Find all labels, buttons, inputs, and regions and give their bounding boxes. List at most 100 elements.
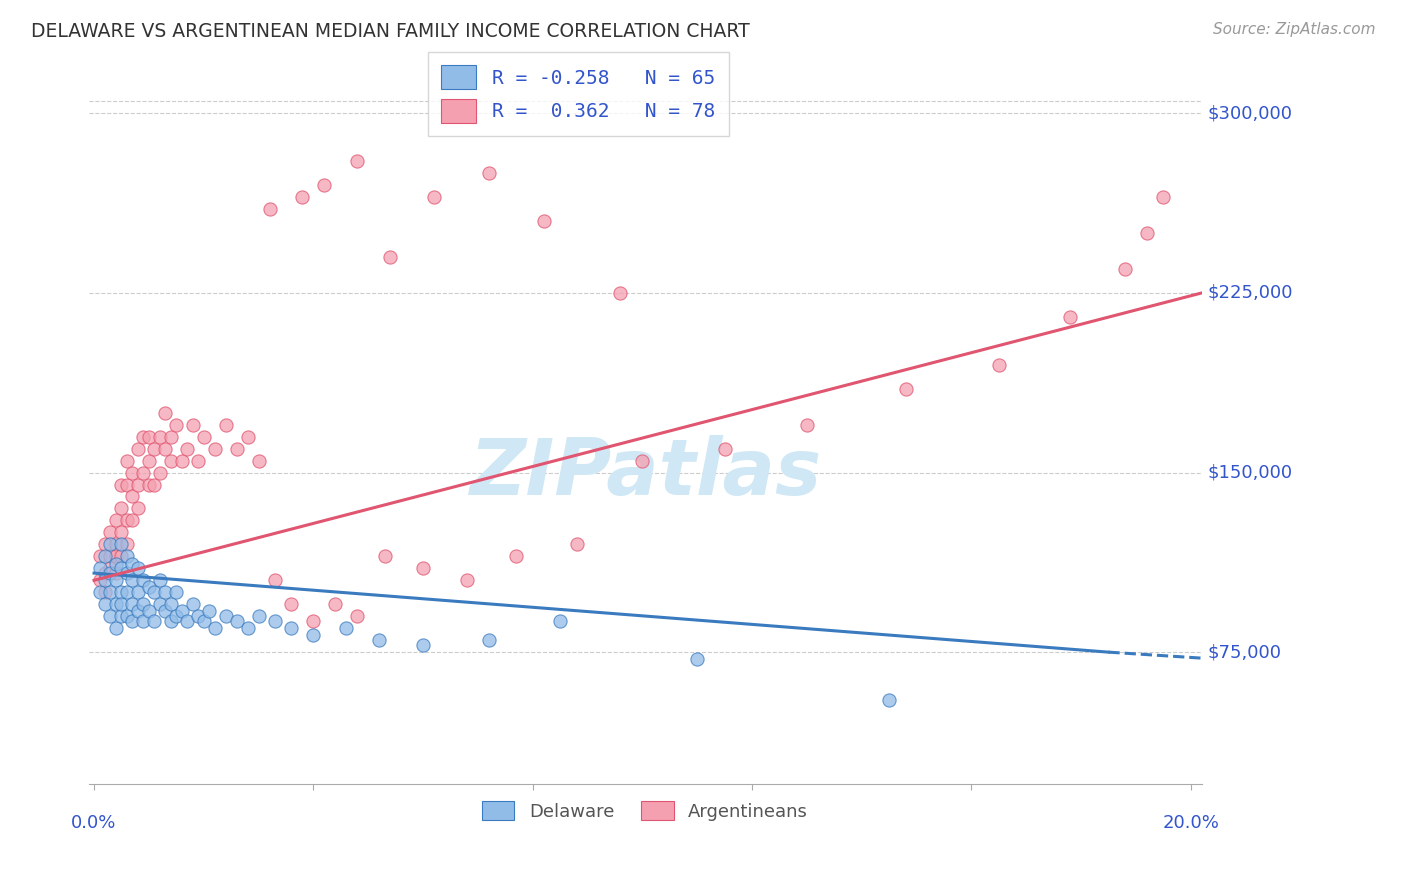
Point [94, 566, 117, 581]
Point [1152, 190, 1174, 204]
Point [94, 549, 117, 564]
Point [149, 466, 172, 480]
Point [110, 477, 132, 491]
Point [155, 585, 177, 599]
Point [127, 585, 149, 599]
Point [187, 453, 209, 467]
Point [121, 490, 143, 504]
Point [423, 190, 446, 204]
Point [110, 501, 132, 516]
Point [115, 477, 138, 491]
Point [374, 549, 396, 564]
Point [565, 537, 588, 551]
Point [89, 561, 111, 575]
Point [548, 614, 571, 628]
Text: DELAWARE VS ARGENTINEAN MEDIAN FAMILY INCOME CORRELATION CHART: DELAWARE VS ARGENTINEAN MEDIAN FAMILY IN… [31, 22, 749, 41]
Point [138, 604, 160, 618]
Point [138, 429, 160, 443]
Point [89, 574, 111, 588]
Point [159, 597, 181, 611]
Text: 0.0%: 0.0% [72, 814, 117, 832]
Point [121, 614, 143, 628]
Point [100, 585, 122, 599]
Point [796, 417, 818, 432]
Point [505, 549, 527, 564]
Point [159, 614, 181, 628]
Point [259, 202, 281, 216]
Point [115, 566, 138, 581]
Point [323, 597, 346, 611]
Point [143, 477, 166, 491]
Point [115, 537, 138, 551]
Point [478, 166, 501, 180]
Point [346, 154, 368, 169]
Point [127, 501, 149, 516]
Point [127, 442, 149, 456]
Point [104, 574, 127, 588]
Point [204, 621, 226, 635]
Point [155, 442, 177, 456]
Text: $225,000: $225,000 [1208, 284, 1292, 302]
Point [193, 614, 215, 628]
Point [121, 574, 143, 588]
Point [127, 604, 149, 618]
Point [631, 453, 654, 467]
Point [138, 581, 160, 595]
Point [104, 597, 127, 611]
Point [176, 614, 198, 628]
Point [100, 537, 122, 551]
Point [110, 585, 132, 599]
Point [225, 442, 247, 456]
Point [987, 358, 1010, 372]
Point [115, 513, 138, 527]
Point [143, 585, 166, 599]
Point [115, 549, 138, 564]
Point [204, 442, 226, 456]
Point [214, 417, 236, 432]
Point [291, 190, 314, 204]
Point [170, 453, 193, 467]
Point [225, 614, 247, 628]
Point [100, 609, 122, 624]
Point [609, 285, 631, 300]
Point [176, 442, 198, 456]
Point [89, 585, 111, 599]
Point [181, 597, 204, 611]
Point [368, 633, 391, 648]
Point [280, 597, 302, 611]
Point [89, 549, 111, 564]
Point [170, 604, 193, 618]
Point [132, 574, 155, 588]
Point [236, 621, 259, 635]
Point [159, 429, 181, 443]
Point [533, 214, 555, 228]
Point [100, 525, 122, 540]
Point [121, 466, 143, 480]
Point [181, 417, 204, 432]
Point [314, 178, 336, 193]
Point [104, 513, 127, 527]
Point [346, 609, 368, 624]
Point [302, 628, 325, 642]
Point [115, 453, 138, 467]
Point [155, 406, 177, 420]
Point [104, 566, 127, 581]
Point [127, 561, 149, 575]
Point [100, 561, 122, 575]
Point [165, 609, 187, 624]
Text: $300,000: $300,000 [1208, 104, 1292, 122]
Point [138, 453, 160, 467]
Point [264, 614, 287, 628]
Text: Source: ZipAtlas.com: Source: ZipAtlas.com [1212, 22, 1375, 37]
Point [302, 614, 325, 628]
Point [121, 557, 143, 571]
Text: ZIPatlas: ZIPatlas [470, 435, 821, 511]
Point [247, 609, 270, 624]
Point [198, 604, 221, 618]
Point [193, 429, 215, 443]
Point [94, 574, 117, 588]
Point [115, 609, 138, 624]
Point [894, 382, 917, 396]
Point [121, 513, 143, 527]
Point [110, 525, 132, 540]
